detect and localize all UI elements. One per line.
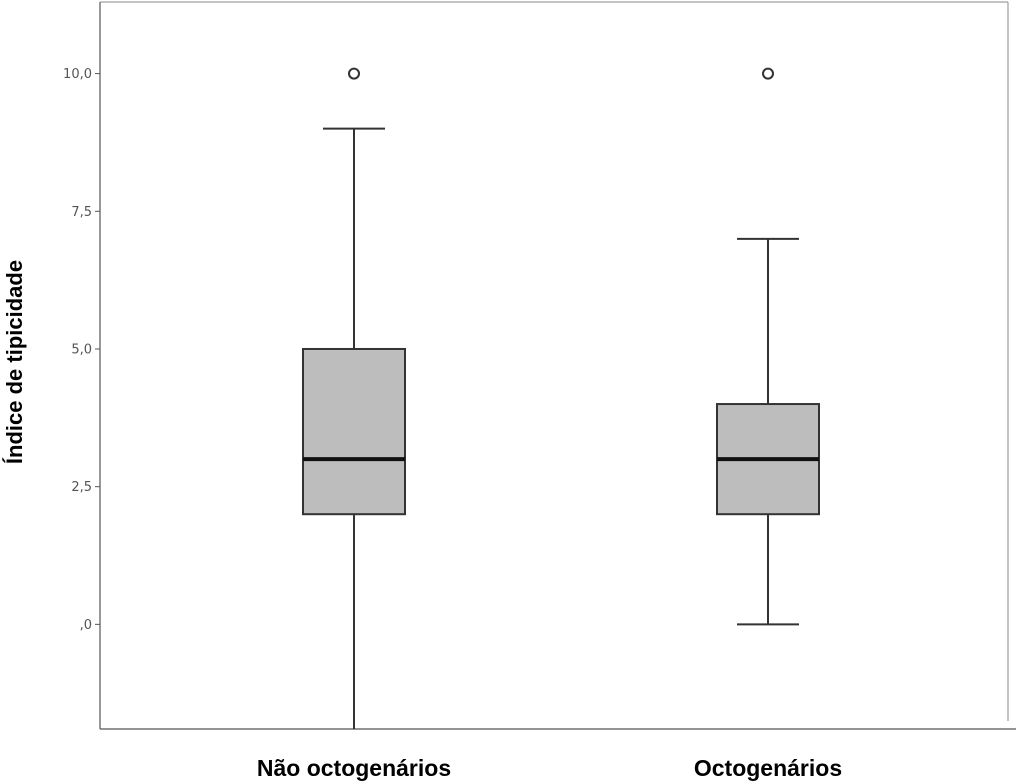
outlier-point (762, 67, 774, 80)
iqr-box (302, 347, 406, 516)
x-category-label: Octogenários (694, 755, 842, 781)
y-tick-label: 7,5 (71, 205, 92, 220)
x-category-label: Não octogenários (257, 755, 451, 781)
y-tick-label: 10,0 (63, 67, 92, 82)
outlier-point (348, 67, 360, 80)
box-group (716, 67, 820, 626)
y-tick-label: 5,0 (71, 342, 92, 357)
box-group (302, 67, 406, 729)
y-tick-label: 2,5 (71, 480, 92, 495)
y-axis-title: Índice de tipicidade (2, 260, 27, 464)
y-tick-label: ,0 (80, 618, 92, 633)
